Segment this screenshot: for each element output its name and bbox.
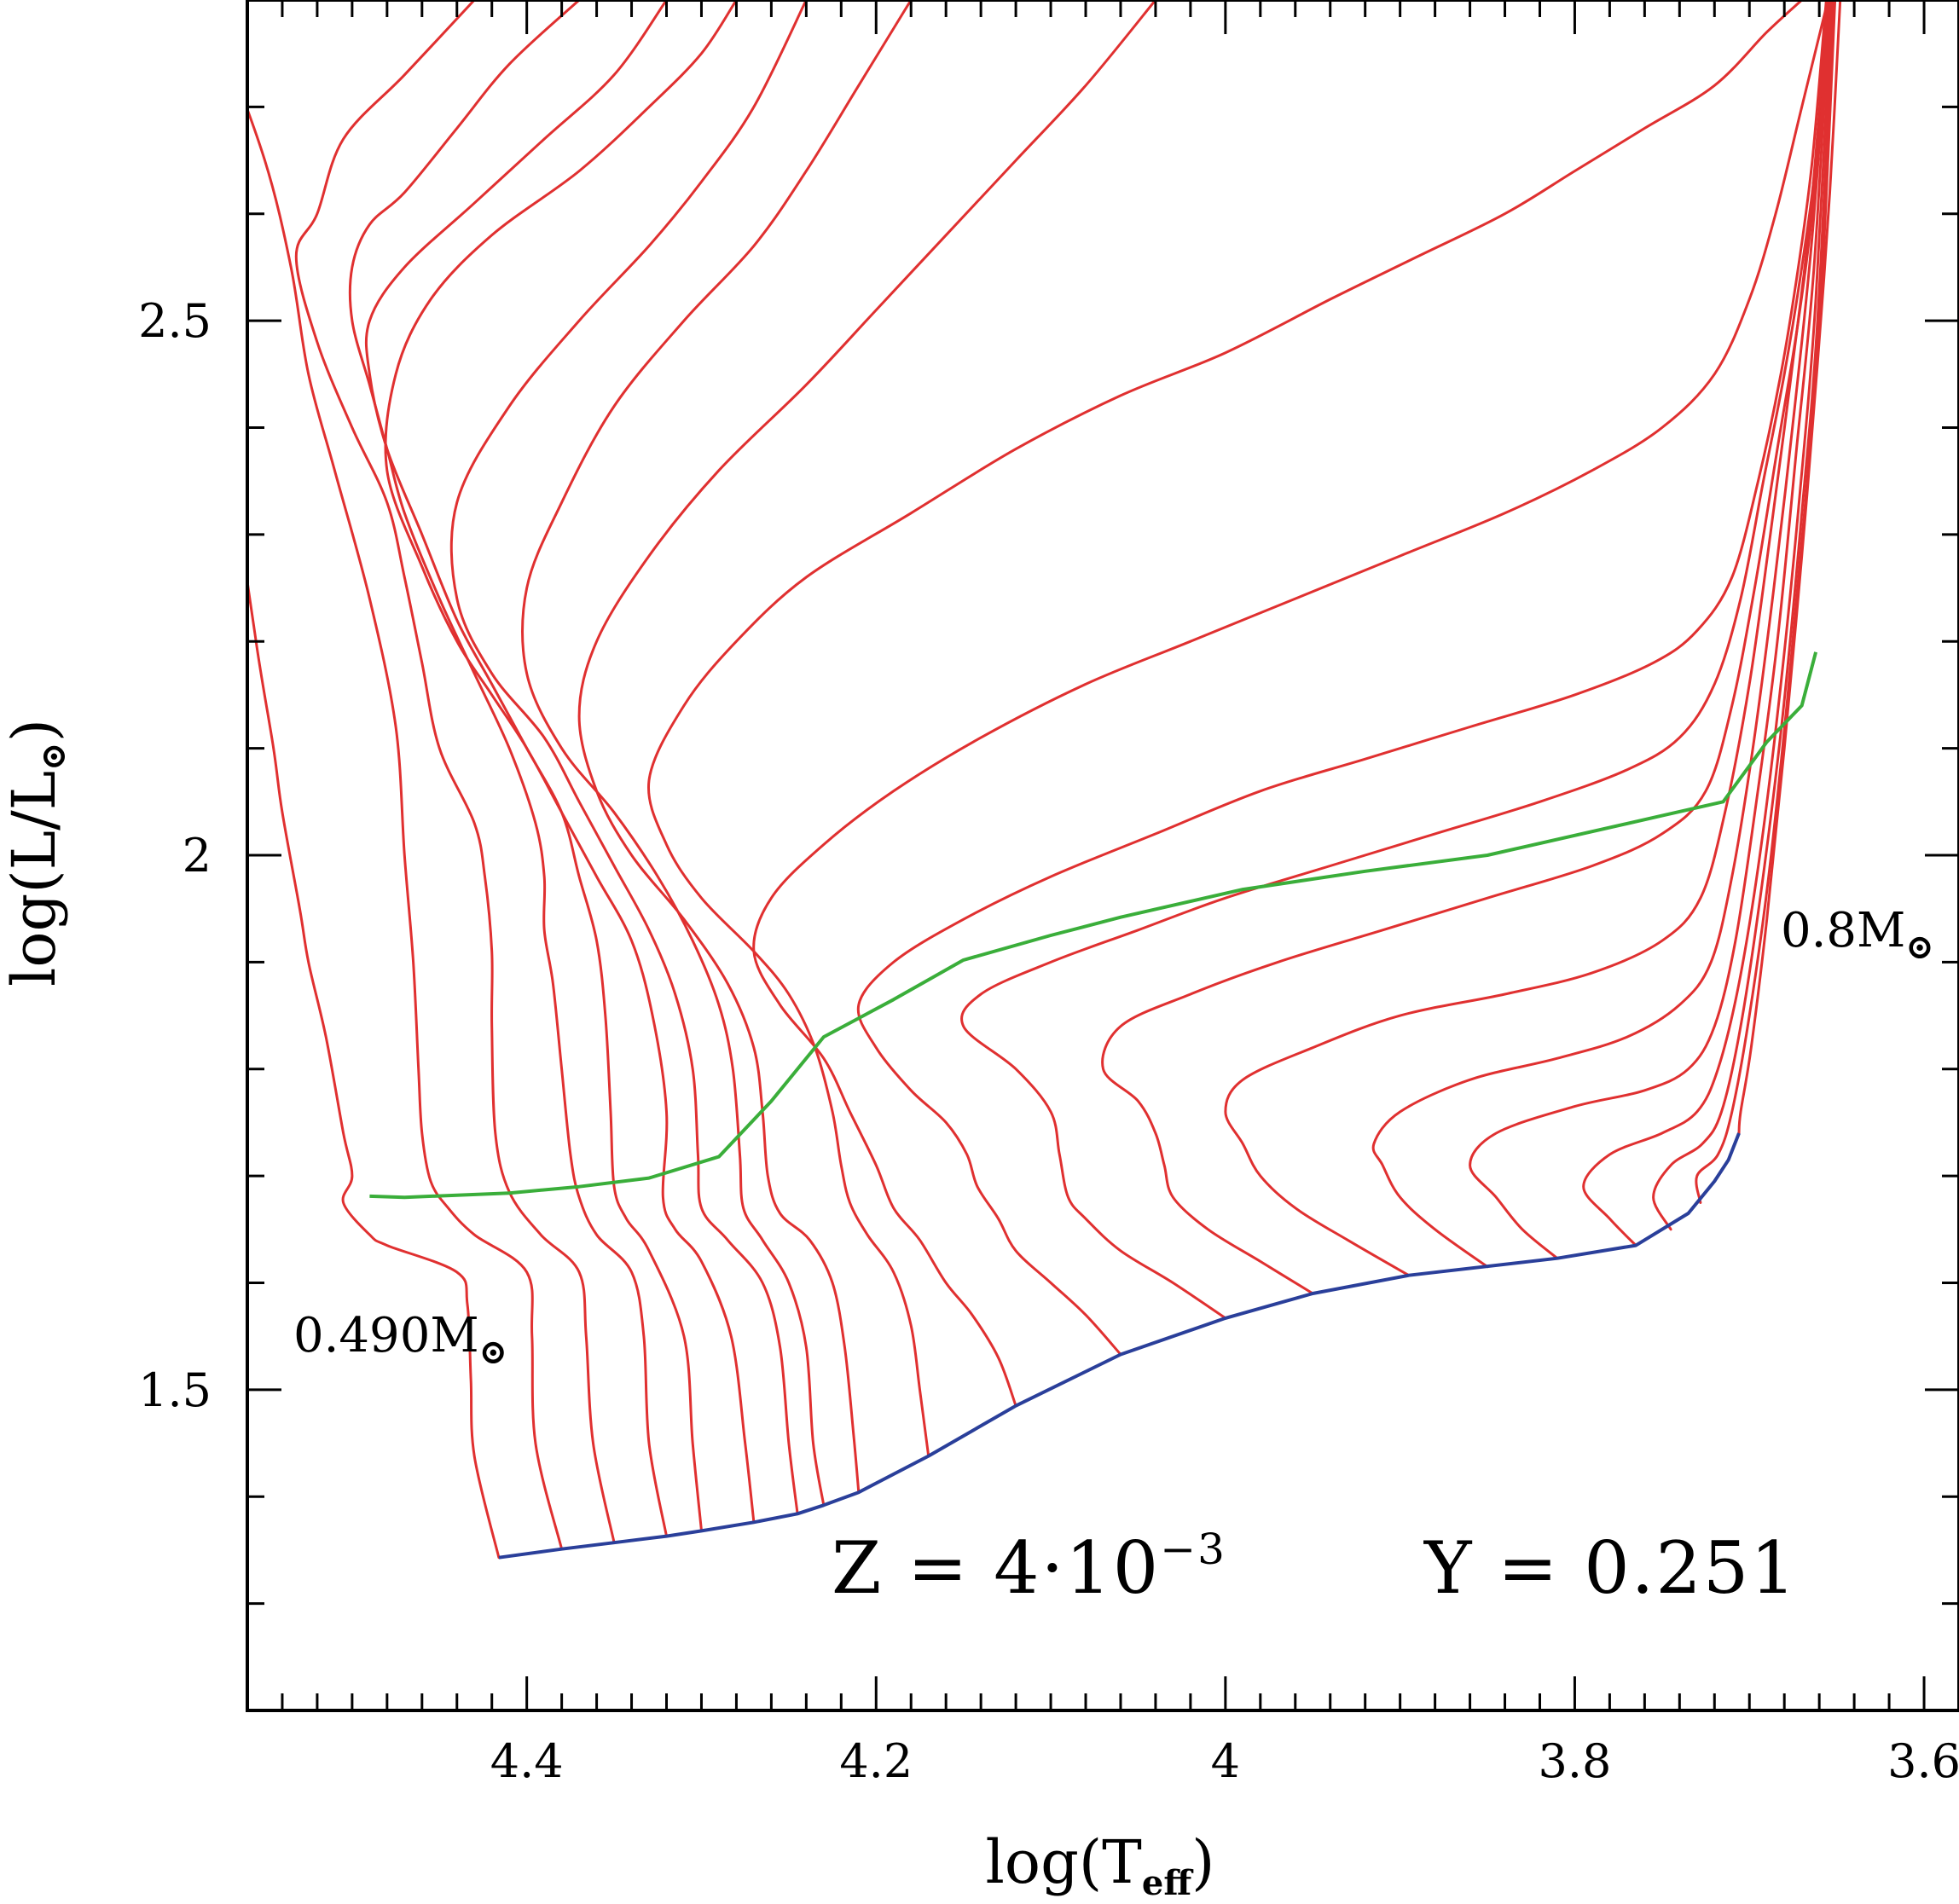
track-0.75 <box>1695 0 1837 1204</box>
x-tick-label: 4.4 <box>490 1734 564 1788</box>
label-low-mass: 0.490M⊙ <box>293 1308 507 1372</box>
track-0.490 <box>247 572 501 1560</box>
track-0.59 <box>960 0 1829 1320</box>
track-0.70 <box>1652 0 1834 1231</box>
track-0.57 <box>752 0 1829 1408</box>
evolutionary-tracks <box>247 0 1842 1560</box>
track-0.54 <box>449 0 808 1515</box>
label-metallicity: Z = 4·10−3 <box>832 1525 1226 1610</box>
helium-exhaustion-curve <box>369 651 1818 1200</box>
axis-ticks <box>247 0 1959 1712</box>
helium-exhaustion-line <box>369 651 1818 1200</box>
track-0.52 <box>364 0 703 1532</box>
track-0.55 <box>577 0 1157 1494</box>
y-tick-label: 1.5 <box>138 1363 212 1417</box>
x-axis-title: log(Teff) <box>986 1827 1215 1903</box>
track-0.64 <box>1469 0 1831 1260</box>
label-high-mass: 0.8M⊙ <box>1781 903 1934 967</box>
track-0.53 <box>384 0 756 1524</box>
x-tick-label: 3.6 <box>1887 1734 1959 1788</box>
axis-tick-labels: 4.4 4.2 4 3.8 3.6 1.5 2 2.5 <box>138 294 1959 1788</box>
track-0.80 <box>1737 0 1842 1135</box>
track-0.61 <box>1224 0 1829 1277</box>
track-0.62 <box>1371 0 1831 1269</box>
track-0.60 <box>1101 0 1829 1295</box>
x-tick-label: 4.2 <box>839 1734 913 1788</box>
track-0.495 <box>247 105 564 1551</box>
y-axis-title: log(L/L⊙) <box>0 719 73 987</box>
track-0.51 <box>348 0 668 1538</box>
x-tick-label: 3.8 <box>1539 1734 1612 1788</box>
y-tick-label: 2 <box>183 829 212 883</box>
track-0.58 <box>856 0 1828 1356</box>
label-helium: Y = 0.251 <box>1423 1526 1798 1610</box>
zahb-curve <box>498 1132 1741 1560</box>
track-0.545 <box>521 0 913 1507</box>
x-tick-label: 4 <box>1211 1734 1240 1788</box>
y-tick-label: 2.5 <box>138 294 212 348</box>
track-0.50 <box>294 0 616 1544</box>
zahb-line <box>498 1132 1741 1560</box>
track-0.56 <box>646 0 1804 1458</box>
track-0.67 <box>1582 0 1833 1247</box>
